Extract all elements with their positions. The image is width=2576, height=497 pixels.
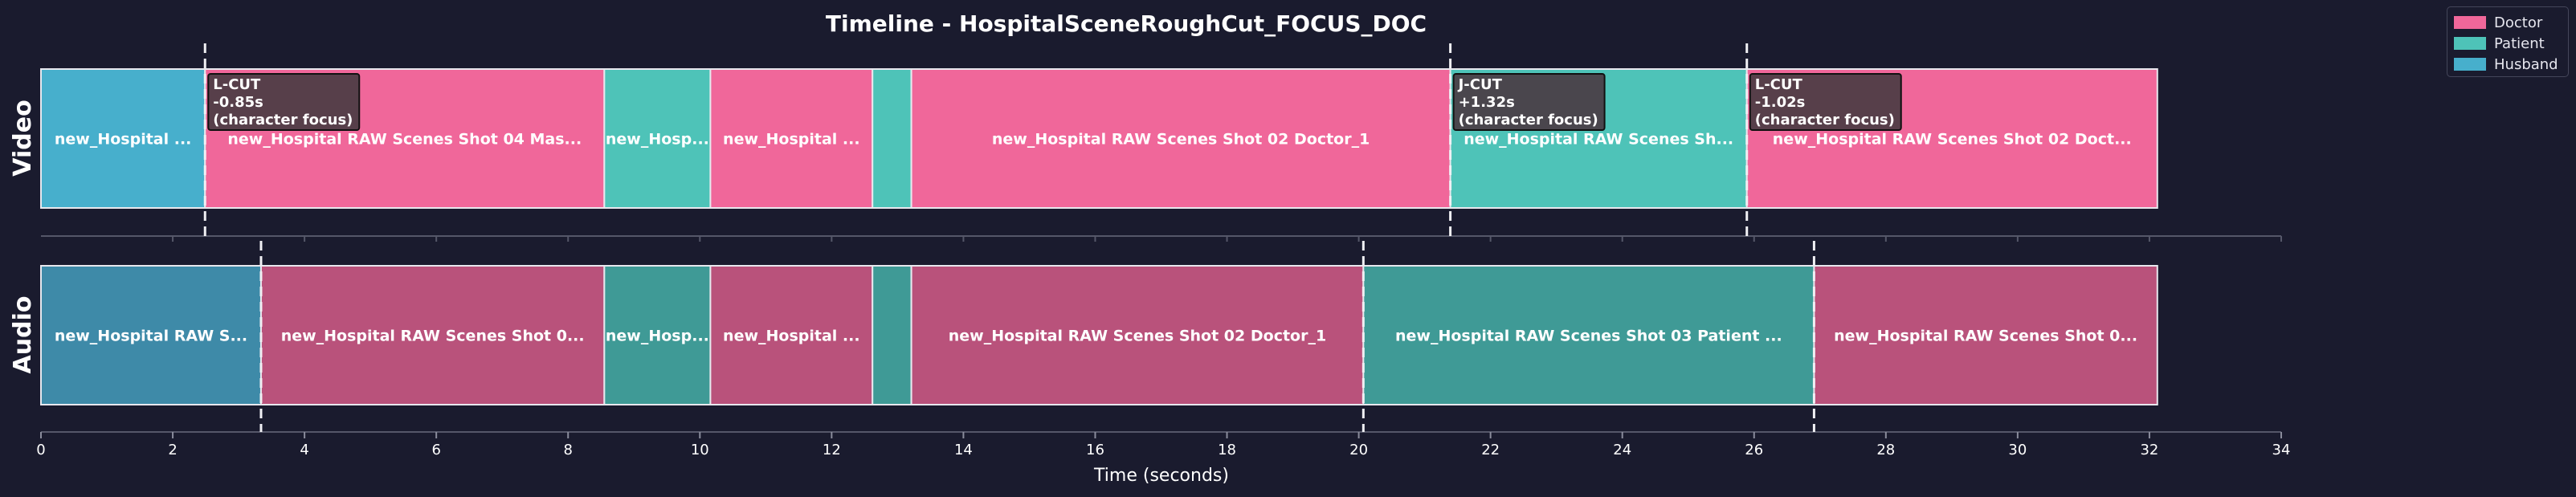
video-clip-2 bbox=[603, 68, 712, 209]
audio-clip-label-5: new_Hospital RAW Scenes Shot 02 Doctor_1 bbox=[949, 328, 1326, 345]
video-clip-label-3: new_Hospital ... bbox=[723, 131, 860, 149]
edit-annotation-text-2-2: (character focus) bbox=[1755, 112, 1895, 128]
x-tick-label-20: 20 bbox=[1349, 442, 1368, 458]
x-tick-label-0: 0 bbox=[36, 442, 45, 458]
audio-clip-7 bbox=[1813, 265, 2158, 405]
audio-clip-label-7: new_Hospital RAW Scenes Shot 0... bbox=[1834, 328, 2137, 345]
x-tick-label-8: 8 bbox=[564, 442, 573, 458]
video-clip-label-2: new_Hosp... bbox=[606, 131, 709, 149]
audio-clip-3 bbox=[709, 265, 874, 405]
video-clip-0 bbox=[40, 68, 206, 209]
video-clip-label-6: new_Hospital RAW Scenes Sh... bbox=[1464, 131, 1733, 149]
legend-item-doctor: Doctor bbox=[2454, 12, 2562, 33]
video-clip-label-5: new_Hospital RAW Scenes Shot 02 Doctor_1 bbox=[992, 131, 1370, 149]
x-tick-label-6: 6 bbox=[431, 442, 440, 458]
x-tick-label-28: 28 bbox=[1876, 442, 1895, 458]
x-tick-label-16: 16 bbox=[1086, 442, 1104, 458]
x-tick-label-12: 12 bbox=[823, 442, 841, 458]
edit-annotation-box-1 bbox=[1452, 73, 1606, 131]
x-tick-label-4: 4 bbox=[300, 442, 308, 458]
edit-annotation-text-2-0: L-CUT bbox=[1755, 76, 1803, 93]
video-track-label: Video bbox=[9, 100, 37, 176]
legend-swatch-patient bbox=[2454, 37, 2486, 50]
edit-annotation-text-1-0: J-CUT bbox=[1457, 76, 1503, 93]
audio-clip-6 bbox=[1362, 265, 1815, 405]
audio-clip-label-0: new_Hospital RAW S... bbox=[55, 328, 247, 345]
x-tick-label-34: 34 bbox=[2272, 442, 2291, 458]
edit-annotation-text-0-0: L-CUT bbox=[213, 76, 261, 93]
audio-clip-label-6: new_Hospital RAW Scenes Shot 03 Patient … bbox=[1395, 328, 1782, 345]
edit-annotation-text-2-1: -1.02s bbox=[1755, 94, 1806, 111]
x-tick-label-10: 10 bbox=[691, 442, 709, 458]
audio-clip-4 bbox=[872, 265, 912, 405]
audio-clip-label-2: new_Hosp... bbox=[606, 328, 709, 345]
audio-clip-label-1: new_Hospital RAW Scenes Shot 0... bbox=[281, 328, 585, 345]
edit-annotation-text-0-2: (character focus) bbox=[213, 112, 353, 128]
legend-label-husband: Husband bbox=[2494, 55, 2558, 73]
plot-area: 0 2 4 6 8 10 12 14 16 18 20 22 24 26 28 30 32 34new_Hospi… bbox=[36, 43, 2290, 458]
video-clip-5 bbox=[910, 68, 1451, 209]
audio-clip-2 bbox=[603, 265, 712, 405]
x-tick-label-30: 30 bbox=[2008, 442, 2027, 458]
edit-annotation-text-1-1: +1.32s bbox=[1459, 94, 1515, 111]
x-tick-label-18: 18 bbox=[1218, 442, 1236, 458]
x-tick-label-22: 22 bbox=[1481, 442, 1500, 458]
legend-swatch-doctor bbox=[2454, 16, 2486, 29]
audio-clip-0 bbox=[40, 265, 262, 405]
x-tick-label-24: 24 bbox=[1613, 442, 1631, 458]
audio-clip-5 bbox=[910, 265, 1365, 405]
edit-annotation-box-2 bbox=[1749, 73, 1902, 131]
legend-label-patient: Patient bbox=[2494, 35, 2545, 52]
x-tick-label-32: 32 bbox=[2140, 442, 2158, 458]
x-tick-label-14: 14 bbox=[954, 442, 973, 458]
x-axis-label: Time (seconds) bbox=[1093, 466, 1229, 486]
x-tick-label-26: 26 bbox=[1745, 442, 1763, 458]
video-clip-4 bbox=[872, 68, 912, 209]
video-clip-label-1: new_Hospital RAW Scenes Shot 04 Mas... bbox=[227, 131, 582, 149]
legend-item-husband: Husband bbox=[2454, 54, 2562, 75]
audio-clip-label-3: new_Hospital ... bbox=[723, 328, 860, 345]
legend-item-patient: Patient bbox=[2454, 33, 2562, 54]
edit-annotation-box-0 bbox=[207, 73, 361, 131]
edit-annotation-text-1-2: (character focus) bbox=[1459, 112, 1598, 128]
video-clip-label-0: new_Hospital ... bbox=[55, 131, 192, 149]
edit-annotation-text-0-1: -0.85s bbox=[213, 94, 263, 111]
x-tick-label-2: 2 bbox=[168, 442, 177, 458]
audio-clip-1 bbox=[259, 265, 606, 405]
legend-swatch-husband bbox=[2454, 58, 2486, 71]
video-clip-label-7: new_Hospital RAW Scenes Shot 02 Doct... bbox=[1773, 131, 2132, 149]
video-clip-3 bbox=[709, 68, 874, 209]
legend-label-doctor: Doctor bbox=[2494, 14, 2543, 31]
audio-track-label: Audio bbox=[9, 296, 37, 374]
chart-title: Timeline - HospitalSceneRoughCut_FOCUS_D… bbox=[826, 10, 1427, 37]
legend: Doctor Patient Husband bbox=[2447, 6, 2569, 77]
